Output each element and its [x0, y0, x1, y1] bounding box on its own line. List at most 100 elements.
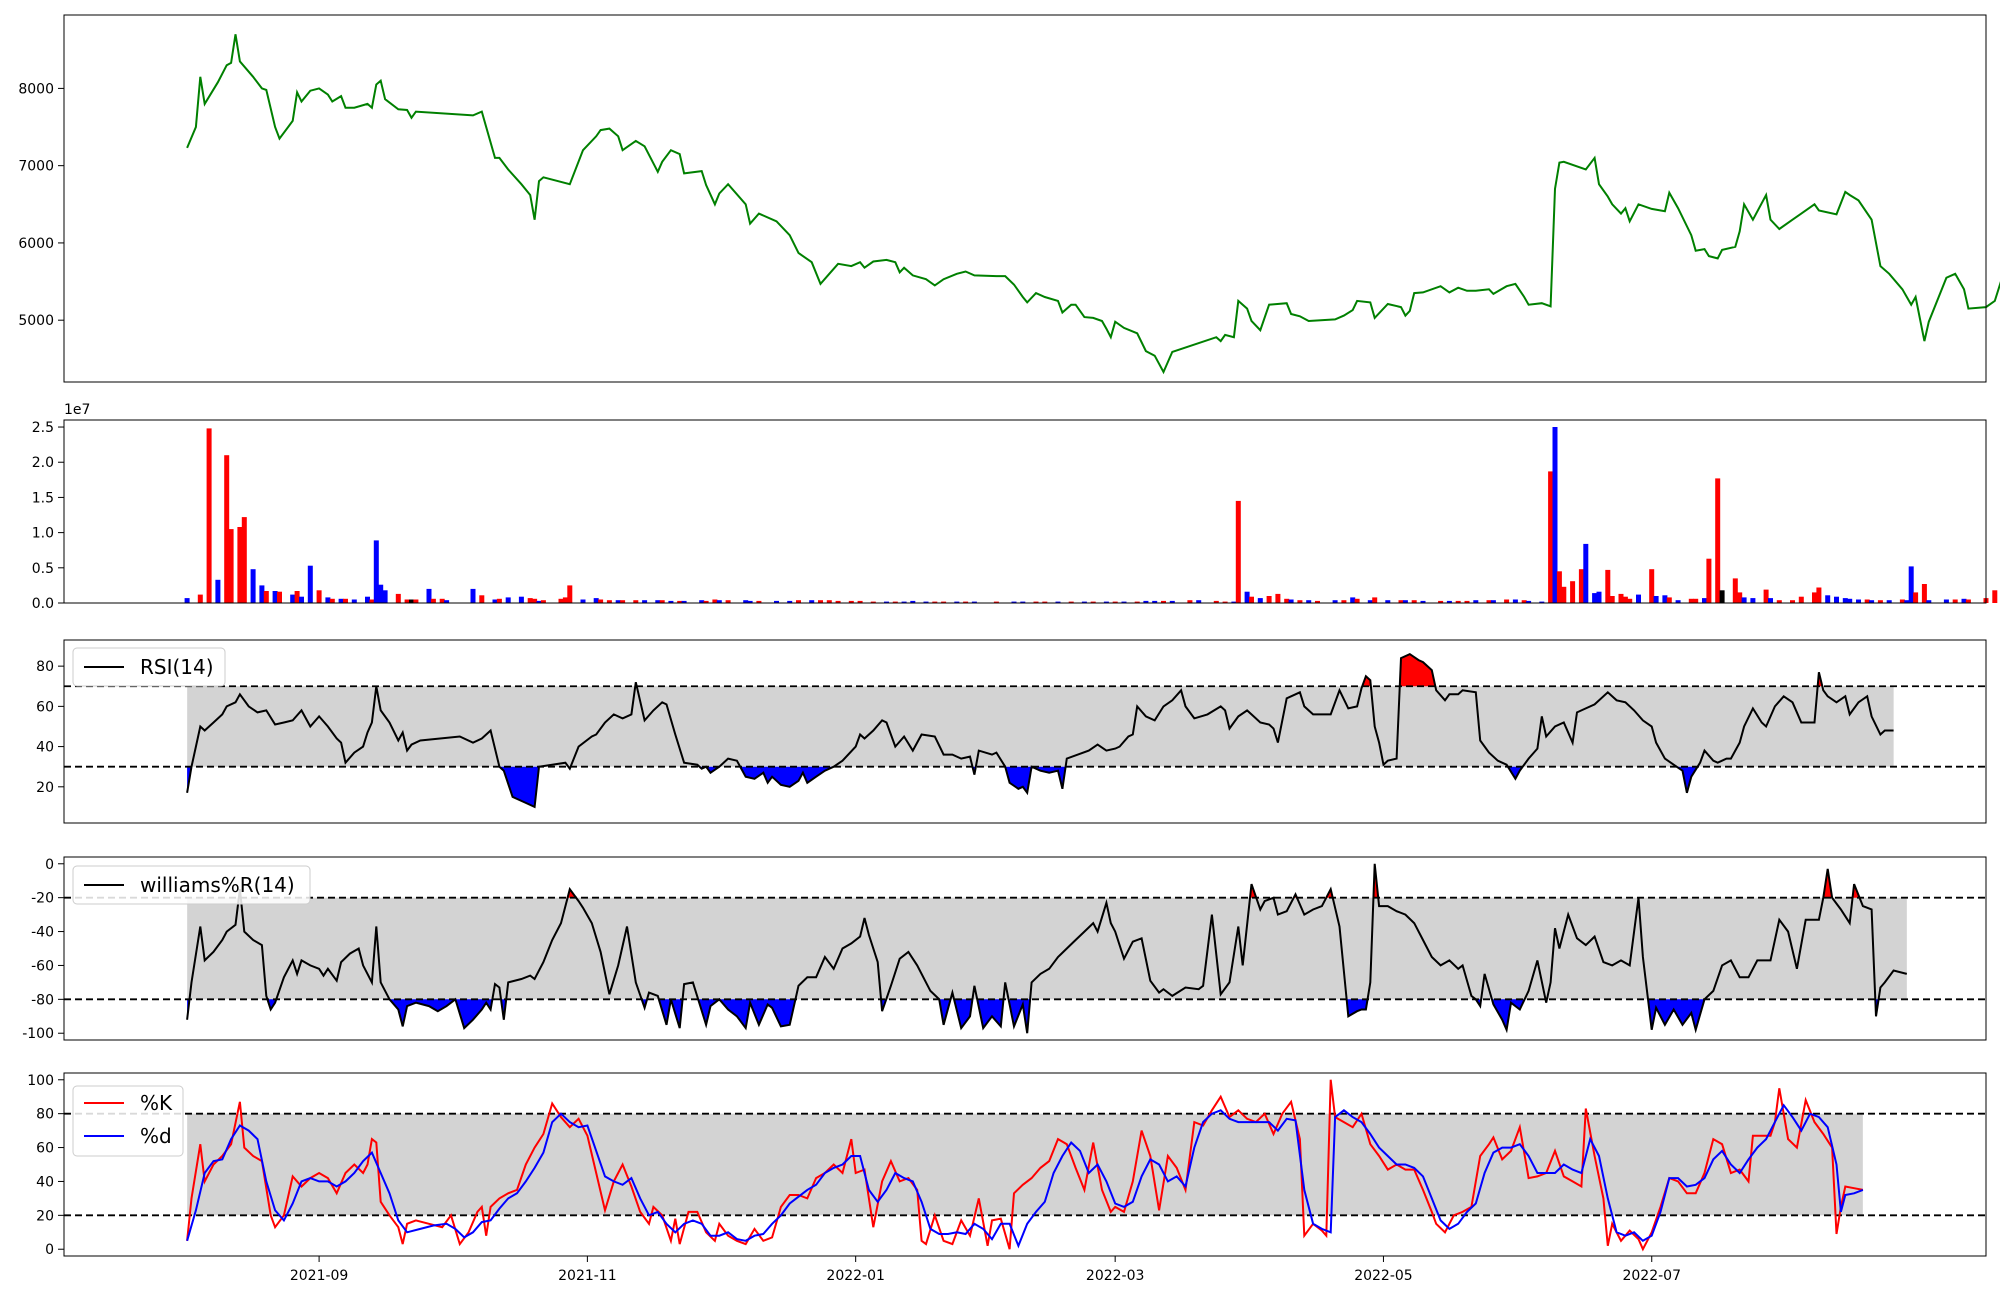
volume-bar	[241, 517, 247, 603]
d-indicator-line	[186, 1103, 1864, 1249]
volume-bar	[1636, 594, 1641, 603]
volume-bar	[1825, 595, 1831, 603]
volume-bar	[1354, 598, 1360, 603]
indicator-line	[186, 863, 1908, 1034]
volume-panel: 0.0 0.5 1.0 1.5 2.0 2.5 1e7	[32, 402, 1998, 612]
volume-bar	[606, 600, 612, 603]
volume-bar	[1592, 593, 1598, 603]
volume-bar	[558, 598, 564, 603]
volume-bar	[1570, 581, 1576, 603]
volume-bar	[1992, 590, 1998, 603]
volume-bar	[228, 529, 234, 603]
volume-bar	[197, 594, 203, 603]
volume-bar	[1552, 427, 1558, 603]
y-tick-label: 7000	[18, 159, 54, 175]
oversold-fill	[1005, 766, 1032, 793]
volume-bar	[1011, 601, 1017, 603]
volume-bar	[1275, 593, 1281, 603]
price-panel: 5000 6000 7000 8000	[18, 14, 2000, 383]
y-tick-label: 2.0	[32, 455, 54, 471]
volume-bar	[1090, 601, 1096, 603]
volume-bar	[633, 600, 639, 603]
volume-bar	[518, 596, 524, 603]
volume-bar	[1055, 601, 1061, 603]
x-tick-label: 2021-11	[558, 1268, 617, 1284]
volume-bar	[1790, 600, 1795, 603]
volume-bar	[1068, 601, 1074, 603]
volume-bar	[1464, 600, 1470, 603]
volume-bar	[272, 591, 278, 603]
neutral-band	[187, 897, 1907, 1000]
volume-bar	[1169, 600, 1175, 603]
volume-bar	[496, 598, 502, 603]
volume-bar	[290, 594, 296, 603]
volume-bar	[1257, 598, 1263, 603]
volume-bar	[1411, 600, 1417, 603]
volume-bar	[413, 599, 419, 603]
volume-bar	[1583, 543, 1589, 603]
volume-bar	[567, 585, 573, 603]
williams-legend-box	[72, 865, 311, 905]
volume-bar	[1869, 600, 1875, 603]
volume-bar	[1103, 601, 1109, 603]
volume-bar	[1877, 600, 1883, 603]
volume-panel-frame	[63, 419, 1987, 604]
volume-bar	[1965, 599, 1971, 603]
volume-bar	[1675, 600, 1681, 603]
volume-bar	[1244, 591, 1250, 603]
volume-bar	[1187, 600, 1193, 603]
volume-bar	[1284, 598, 1290, 603]
volume-bar	[404, 599, 410, 603]
volume-bar	[562, 597, 568, 603]
volume-bar	[540, 600, 546, 603]
volume-bar	[409, 599, 414, 603]
volume-bar	[1504, 599, 1510, 603]
volume-bar	[1249, 596, 1254, 603]
overbought-fill	[1399, 654, 1436, 687]
y-tick-label: 80	[36, 1107, 54, 1123]
volume-bar	[1816, 587, 1822, 603]
volume-bar	[307, 565, 313, 603]
volume-bar	[615, 600, 621, 603]
y-tick-label: -40	[31, 925, 54, 941]
volume-bar	[580, 599, 586, 603]
volume-bar	[1042, 601, 1048, 603]
volume-bar	[901, 601, 907, 603]
volume-bar	[444, 600, 450, 603]
volume-bar	[1315, 600, 1320, 603]
volume-bar	[1596, 591, 1602, 603]
oversold-fill	[267, 999, 277, 1010]
x-tick-label: 2022-07	[1622, 1268, 1681, 1284]
volume-bar	[430, 598, 436, 603]
volume-bar	[492, 599, 498, 603]
volume-bar	[343, 598, 348, 603]
volume-bar	[1719, 590, 1725, 603]
volume-bar	[1455, 600, 1461, 603]
volume-bar	[1732, 578, 1738, 603]
volume-bar	[277, 591, 282, 603]
volume-bar	[263, 591, 269, 603]
volume-bar	[1653, 596, 1659, 603]
volume-bar	[993, 601, 999, 603]
volume-bar	[1666, 597, 1672, 603]
y-tick-label: 60	[36, 699, 54, 715]
volume-bar	[1020, 601, 1026, 603]
volume-bar	[848, 600, 854, 603]
volume-bar	[1913, 592, 1919, 603]
volume-bar	[1899, 599, 1905, 603]
volume-bar	[892, 601, 898, 603]
volume-bar	[1306, 600, 1312, 603]
volume-bar	[1864, 599, 1870, 603]
volume-bar	[1332, 600, 1338, 603]
volume-bar	[206, 428, 212, 603]
volume-bar	[1512, 599, 1518, 603]
volume-bar	[1904, 600, 1910, 603]
oversold-fill	[954, 999, 973, 1029]
volume-bar	[1196, 600, 1202, 603]
volume-bar	[1398, 600, 1404, 603]
volume-bar	[835, 600, 841, 603]
volume-bar	[532, 598, 538, 603]
volume-bar	[1420, 600, 1426, 603]
oversold-fill	[1507, 766, 1523, 779]
